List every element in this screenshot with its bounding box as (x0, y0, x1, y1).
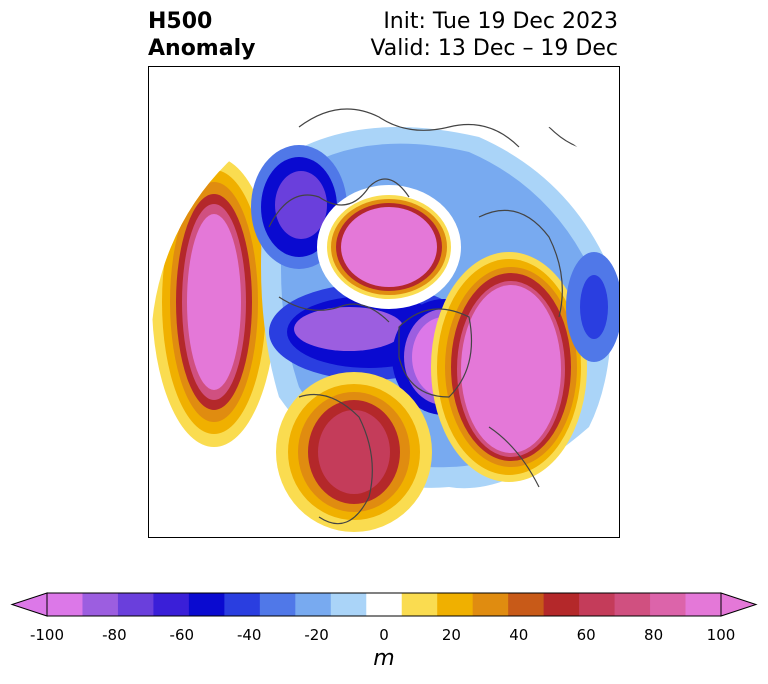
colorbar-segment (330, 593, 367, 616)
colorbar-tick-label: 60 (576, 626, 596, 644)
colorbar-segment (508, 593, 545, 616)
colorbar-frame (46, 592, 722, 617)
title-variable: H500 (148, 9, 213, 34)
colorbar-tick-label: -40 (236, 626, 262, 644)
colorbar-segment (259, 593, 296, 616)
anomaly-map (152, 108, 619, 532)
colorbar-tick-label: -100 (29, 626, 65, 644)
anomaly-europe-positive (431, 252, 587, 482)
colorbar-segment (401, 593, 438, 616)
init-date: Init: Tue 19 Dec 2023 (383, 9, 618, 34)
colorbar (10, 592, 758, 617)
colorbar-segment (579, 593, 616, 616)
plot-title: H500 Anomaly (148, 8, 255, 62)
anomaly-siberia-positive (327, 195, 451, 299)
plot-dates: Init: Tue 19 Dec 2023 Valid: 13 Dec – 19… (370, 8, 618, 62)
anomaly-pacific-positive (152, 157, 276, 447)
colorbar-unit: m (373, 646, 395, 671)
map-panel (148, 66, 620, 538)
colorbar-segment (82, 593, 119, 616)
title-type: Anomaly (148, 36, 256, 61)
anomaly-us-positive (276, 372, 432, 532)
colorbar-extend-over (720, 592, 758, 617)
colorbar-segment (295, 593, 332, 616)
colorbar-segment (614, 593, 651, 616)
colorbar-tick-label: 0 (379, 626, 389, 644)
colorbar-tick-label: 100 (706, 626, 736, 644)
colorbar-segment (650, 593, 687, 616)
valid-range: Valid: 13 Dec – 19 Dec (370, 36, 618, 61)
colorbar-segment (47, 593, 83, 616)
colorbar-tick-label: 20 (441, 626, 461, 644)
anomaly-atlantic-negative (566, 252, 619, 362)
colorbar-segment (685, 593, 722, 616)
colorbar-tick-label: -20 (304, 626, 329, 644)
colorbar-segment (188, 593, 225, 616)
colorbar-segment (153, 593, 190, 616)
colorbar-tick-label: -60 (169, 626, 195, 644)
colorbar-tick-label: -80 (102, 626, 127, 644)
colorbar-segment (366, 593, 403, 616)
colorbar-tick-label: 80 (644, 626, 664, 644)
colorbar-segment (437, 593, 474, 616)
colorbar-tick-label: 40 (509, 626, 529, 644)
colorbar-segment (472, 593, 509, 616)
colorbar-segment (543, 593, 580, 616)
colorbar-segment (224, 593, 261, 616)
coastlines (268, 108, 610, 525)
colorbar-segment (117, 593, 154, 616)
colorbar-extend-under (10, 592, 48, 617)
